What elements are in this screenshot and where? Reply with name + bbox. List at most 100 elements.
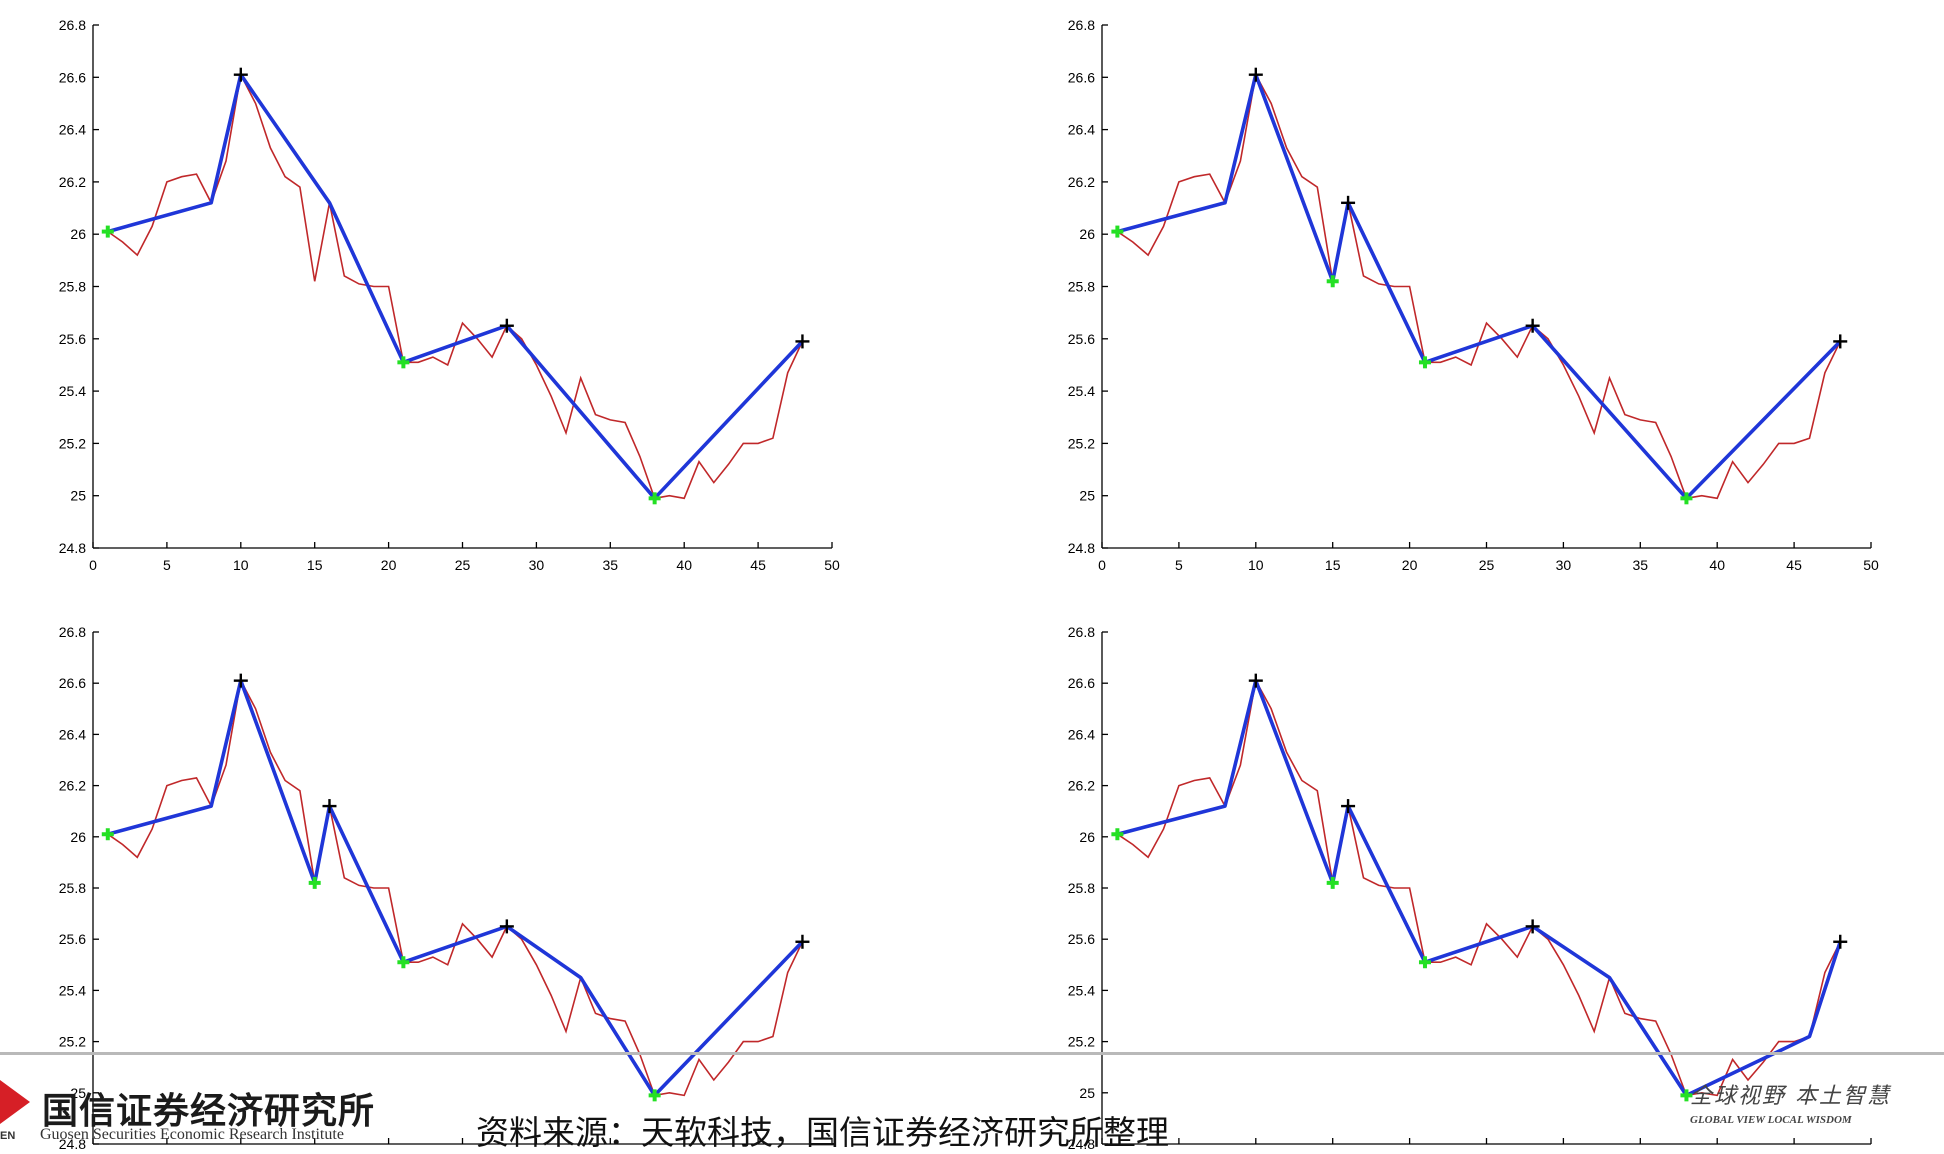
y-tick-label: 25.8	[59, 880, 86, 896]
y-tick-label: 26.2	[1068, 778, 1095, 794]
chart-panel-1: 0 5 10 15 20 25 30 35 40 45 50 24.8 25 25.2 25.4 25.6 25…	[59, 17, 840, 573]
y-tick-label: 25.4	[1068, 982, 1095, 998]
original-series-line	[1116, 72, 1841, 500]
y-tick-label: 26	[1079, 829, 1095, 845]
x-tick-label: 35	[603, 557, 619, 573]
peak-marker	[1341, 195, 1356, 210]
chart-panel-2: 0 5 10 15 20 25 30 35 40 45 50 24.8 25 25.2 25.4 25.6 25…	[1068, 17, 1879, 573]
y-tick-label: 26.6	[1068, 69, 1095, 85]
peak-marker	[1525, 318, 1540, 333]
trough-marker	[101, 225, 114, 238]
institute-name-en: Guosen Securities Economic Research Inst…	[40, 1126, 344, 1143]
y-tick-label: 26	[70, 226, 86, 242]
y-tick-label: 25.2	[59, 1034, 86, 1050]
guosen-logo-icon	[0, 1080, 30, 1124]
peak-marker	[1525, 919, 1540, 934]
y-tick-label: 24.8	[59, 1136, 86, 1149]
y-tick-label: 26	[1079, 226, 1095, 242]
original-series-line	[107, 72, 804, 500]
segment-series-line	[1116, 72, 1842, 501]
peak-marker	[1341, 799, 1356, 814]
y-tick-label: 25	[1079, 1085, 1095, 1101]
peak-marker	[795, 934, 810, 949]
segment-series-line	[1116, 678, 1842, 1098]
y-tick-label: 25	[70, 488, 86, 504]
peak-marker	[1833, 334, 1848, 349]
y-tick-label: 26.8	[1068, 17, 1095, 33]
x-tick-label: 35	[1633, 557, 1649, 573]
y-tick-label: 25	[1079, 488, 1095, 504]
peak-marker	[233, 67, 248, 82]
y-tick-label: 26.4	[59, 122, 86, 138]
slogan-cn: 全球视野 本土智慧	[1690, 1084, 1891, 1109]
y-tick-label: 25.8	[1068, 279, 1095, 295]
chart-panel-4: 0510152025303540455024.82525.225.425.625…	[1068, 624, 1872, 1149]
source-note: 资料来源：天软科技，国信证券经济研究所整理	[476, 1113, 1169, 1152]
institute-name-cn: 国信证券经济研究所	[42, 1090, 376, 1132]
trough-marker	[397, 356, 410, 369]
trough-marker	[1418, 956, 1431, 969]
y-tick-label: 25.6	[59, 331, 86, 347]
y-tick-label: 26.6	[59, 69, 86, 85]
y-tick-label: 26.6	[1068, 675, 1095, 691]
institute-name-prefix: EN	[0, 1130, 16, 1142]
trough-marker	[1326, 876, 1339, 889]
trough-marker	[308, 876, 321, 889]
trough-marker	[397, 956, 410, 969]
original-series-line	[107, 678, 804, 1097]
x-tick-label: 50	[1863, 557, 1879, 573]
trough-marker	[101, 828, 114, 841]
x-tick-label: 45	[750, 557, 766, 573]
y-tick-label: 26.2	[1068, 174, 1095, 190]
x-tick-label: 15	[1325, 557, 1341, 573]
y-tick-label: 26.4	[1068, 726, 1095, 742]
x-tick-label: 5	[1175, 557, 1183, 573]
x-tick-label: 25	[455, 557, 471, 573]
y-tick-label: 24.8	[1068, 1136, 1095, 1149]
x-tick-label: 25	[1479, 557, 1495, 573]
y-tick-label: 26.4	[59, 726, 86, 742]
y-tick-label: 26.8	[59, 17, 86, 33]
y-tick-label: 26.8	[1068, 624, 1095, 640]
x-tick-label: 0	[89, 557, 97, 573]
trough-marker	[1418, 356, 1431, 369]
trough-marker	[648, 1089, 661, 1102]
x-tick-label: 5	[163, 557, 171, 573]
peak-marker	[499, 318, 514, 333]
trough-marker	[1326, 275, 1339, 288]
y-tick-label: 26.2	[59, 174, 86, 190]
report-footer: 国信证券经济研究所 EN Guosen Securities Economic …	[0, 1048, 1944, 1152]
y-tick-label: 25.8	[1068, 880, 1095, 896]
x-tick-label: 30	[1556, 557, 1572, 573]
y-tick-label: 25.4	[59, 982, 86, 998]
y-tick-label: 25.4	[1068, 383, 1095, 399]
footer-divider	[0, 1052, 1944, 1055]
peak-marker	[1248, 673, 1263, 688]
peak-marker	[795, 334, 810, 349]
y-tick-label: 25	[70, 1085, 86, 1101]
y-tick-label: 26.4	[1068, 122, 1095, 138]
x-tick-label: 15	[307, 557, 323, 573]
y-tick-label: 24.8	[1068, 540, 1095, 556]
x-tick-label: 45	[1786, 557, 1802, 573]
peak-marker	[1248, 67, 1263, 82]
peak-marker	[322, 799, 337, 814]
y-tick-label: 25.8	[59, 279, 86, 295]
x-tick-label: 40	[1709, 557, 1725, 573]
y-tick-label: 26.2	[59, 778, 86, 794]
x-tick-label: 20	[381, 557, 397, 573]
y-tick-label: 26.8	[59, 624, 86, 640]
y-tick-label: 25.4	[59, 383, 86, 399]
x-tick-label: 10	[233, 557, 249, 573]
y-tick-label: 25.6	[1068, 931, 1095, 947]
y-tick-label: 26	[70, 829, 86, 845]
trough-marker	[1111, 225, 1124, 238]
trough-marker	[1680, 1089, 1693, 1102]
x-tick-label: 10	[1248, 557, 1264, 573]
original-series-line	[1116, 678, 1841, 1097]
trough-marker	[648, 492, 661, 505]
y-tick-label: 25.2	[1068, 1034, 1095, 1050]
x-tick-label: 50	[824, 557, 840, 573]
peak-marker	[499, 919, 514, 934]
